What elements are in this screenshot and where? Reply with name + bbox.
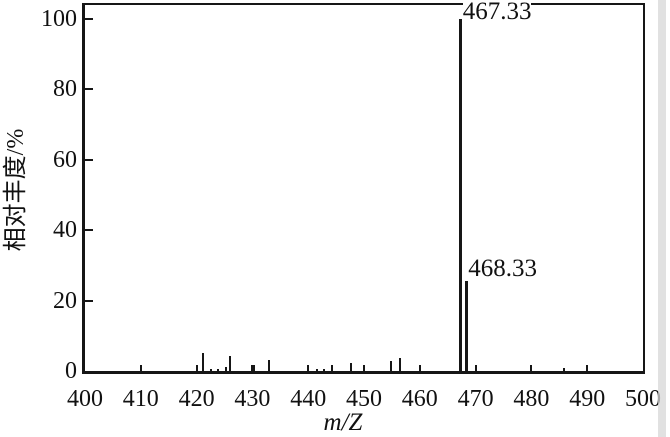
peak-line-468.33: [465, 281, 468, 371]
y-tick-label: 60: [53, 146, 77, 173]
x-axis-title: m/Z: [323, 409, 363, 436]
y-tick: [85, 88, 93, 91]
x-tick-label: 480: [513, 386, 550, 412]
peak-line: [390, 360, 393, 371]
x-tick-label: 440: [290, 386, 327, 412]
x-tick: [530, 365, 533, 371]
x-tick-label: 470: [457, 386, 494, 412]
plot-inner-region: [85, 5, 643, 371]
x-tick-label: 400: [67, 386, 103, 412]
x-tick-label: 450: [346, 386, 382, 412]
y-tick: [85, 158, 93, 161]
x-tick: [195, 365, 198, 371]
peak-label-467.33: 467.33: [462, 0, 532, 25]
peak-line: [225, 367, 228, 371]
y-tick-label: 80: [53, 76, 77, 103]
x-tick: [251, 365, 254, 371]
y-tick-label: 20: [53, 287, 77, 314]
peak-line: [322, 368, 325, 371]
peak-label-468.33: 468.33: [468, 255, 538, 283]
x-tick: [139, 365, 142, 371]
x-tick: [418, 365, 421, 371]
peak-line: [562, 367, 565, 371]
y-tick-label: 100: [41, 6, 77, 33]
peak-line: [267, 359, 270, 371]
y-tick-label: 40: [53, 217, 77, 244]
x-tick: [363, 365, 365, 371]
peak-line: [349, 362, 352, 371]
x-tick: [474, 365, 477, 371]
x-tick-label: 460: [401, 386, 438, 412]
x-tick-label: 420: [178, 386, 215, 412]
y-tick-label: 0: [65, 358, 77, 384]
peak-line: [330, 364, 333, 371]
scan-edge-artifact: [658, 0, 666, 437]
x-tick-label: 490: [569, 386, 606, 412]
peak-line: [228, 356, 231, 371]
x-tick-label: 500: [625, 386, 661, 412]
peak-line: [210, 368, 213, 371]
x-tick-label: 410: [122, 386, 159, 412]
x-tick: [307, 365, 310, 371]
x-tick: [586, 365, 589, 371]
peak-line: [398, 357, 401, 371]
peak-line: [216, 368, 219, 371]
peak-line: [316, 368, 319, 371]
y-tick: [85, 18, 93, 21]
peak-line-467.33: [459, 19, 462, 371]
plot-area: [82, 3, 645, 374]
x-tick-label: 430: [234, 386, 271, 412]
peak-line: [252, 364, 255, 371]
peak-line: [201, 353, 204, 371]
y-tick: [85, 299, 93, 302]
y-tick: [85, 229, 93, 232]
